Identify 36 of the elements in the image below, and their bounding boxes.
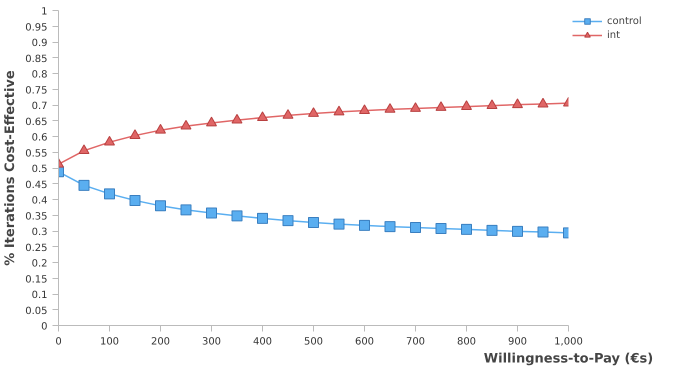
y-tick-label: 0.75 bbox=[25, 85, 48, 96]
x-axis-title: Willingness-to-Pay (€s) bbox=[484, 352, 654, 366]
legend-label: int bbox=[607, 28, 622, 42]
y-tick-label: 0.4 bbox=[32, 196, 48, 206]
y-tick-label: 0 bbox=[41, 322, 48, 332]
x-tick-label: 0 bbox=[55, 336, 62, 348]
y-tick-label: 0.25 bbox=[25, 242, 48, 254]
x-tick-label: 900 bbox=[508, 336, 528, 348]
y-axis-title: % Iterations Cost-Effective bbox=[3, 70, 18, 266]
y-tick-label: 0.9 bbox=[32, 38, 48, 49]
y-tick-label: 0.35 bbox=[25, 211, 48, 222]
x-tick-label: 600 bbox=[354, 336, 374, 348]
x-tick-label: 1,000 bbox=[554, 336, 583, 348]
x-tick-label: 100 bbox=[100, 336, 120, 348]
y-tick-label: 0.95 bbox=[25, 22, 48, 34]
y-tick-label: 0.55 bbox=[25, 148, 48, 160]
legend-label: control bbox=[607, 14, 643, 28]
y-tick-label: 0.5 bbox=[32, 164, 48, 175]
y-tick-label: 0.3 bbox=[32, 227, 48, 238]
x-tick-label: 700 bbox=[406, 336, 426, 348]
y-tick-label: 0.65 bbox=[25, 116, 48, 128]
x-tick-label: 800 bbox=[456, 336, 476, 348]
x-tick-label: 200 bbox=[150, 336, 170, 348]
y-tick-label: 0.85 bbox=[25, 54, 48, 65]
y-tick-label: 0.45 bbox=[25, 180, 48, 191]
y-tick-label: 0.1 bbox=[32, 290, 48, 301]
y-tick-label: 0.2 bbox=[32, 258, 48, 270]
y-tick-label: 0.6 bbox=[32, 132, 48, 144]
y-tick-label: 0.8 bbox=[32, 70, 48, 80]
y-tick-label: 0.7 bbox=[32, 101, 48, 112]
y-tick-label: 1 bbox=[41, 6, 48, 18]
y-tick-label: 0.15 bbox=[25, 274, 48, 286]
y-tick-label: 0.05 bbox=[25, 306, 48, 317]
x-tick-label: 300 bbox=[202, 336, 222, 348]
x-tick-label: 400 bbox=[252, 336, 272, 348]
x-tick-label: 500 bbox=[304, 336, 324, 348]
